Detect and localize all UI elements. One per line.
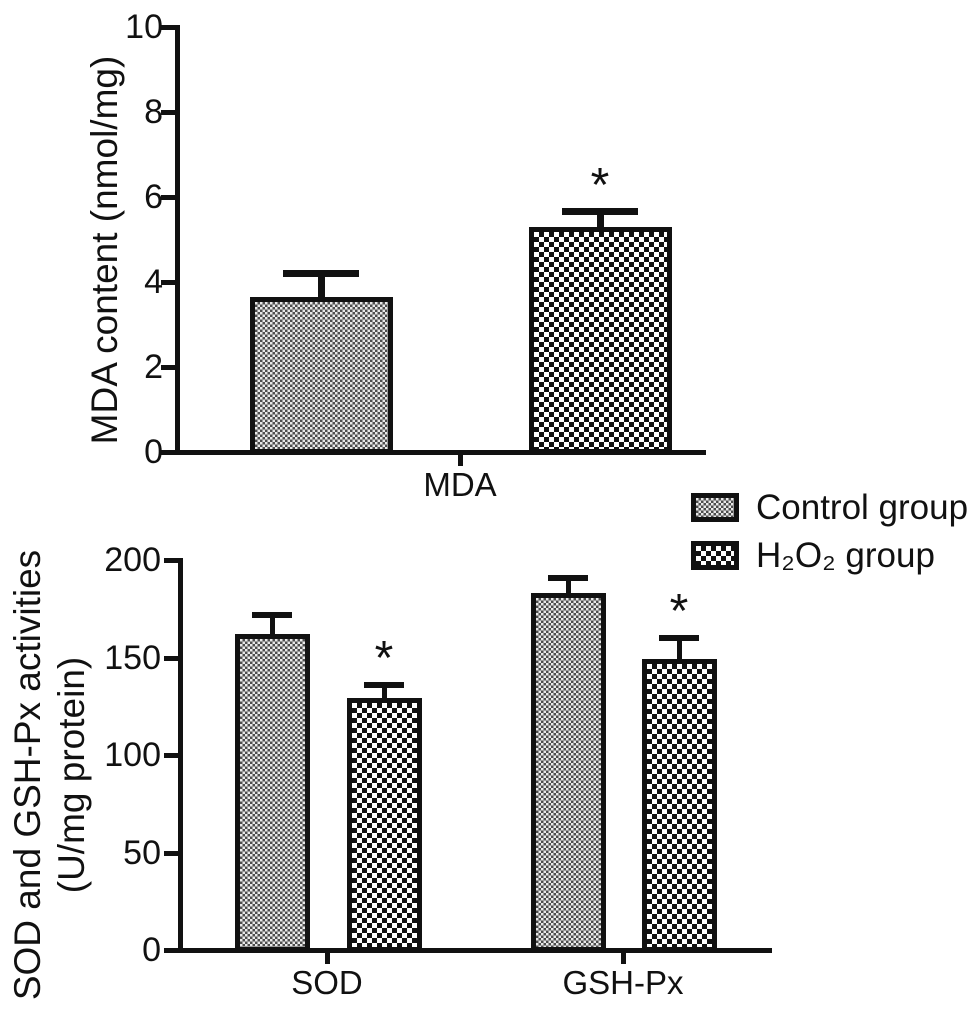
y-axis-tick xyxy=(164,655,178,661)
y-axis-tick xyxy=(161,280,175,285)
significance-asterisk: * xyxy=(374,631,394,685)
y-tick-label: 6 xyxy=(144,178,163,216)
y-axis-tick xyxy=(161,450,175,455)
x-axis-tick xyxy=(325,952,330,964)
y-axis-tick xyxy=(161,195,175,200)
error-bar-cap xyxy=(283,270,359,277)
y-axis-tick xyxy=(164,558,178,563)
legend-item-h2o2: H₂O₂ group xyxy=(691,535,935,575)
y-axis-line xyxy=(178,558,183,952)
error-bar-cap xyxy=(659,635,699,641)
x-axis-tick xyxy=(458,454,463,466)
y-tick-label: 10 xyxy=(125,8,163,46)
y-tick-label: 0 xyxy=(144,433,163,471)
x-axis-line xyxy=(175,450,706,455)
error-bar-stem xyxy=(676,638,682,660)
y-tick-label: 200 xyxy=(104,541,161,579)
y-tick-label: 0 xyxy=(142,931,161,969)
y-axis-tick xyxy=(161,110,175,115)
error-bar-stem xyxy=(269,614,275,635)
bar-control-mda xyxy=(249,296,393,454)
y-axis-line xyxy=(175,25,180,454)
bar-h2o2-gsh-px xyxy=(641,659,717,952)
y-tick-label: 100 xyxy=(104,736,161,774)
y-axis-tick xyxy=(164,948,178,953)
y-tick-label: 2 xyxy=(144,348,163,386)
error-bar-cap xyxy=(364,681,404,688)
bar-h2o2-mda xyxy=(528,226,672,454)
y-tick-label: 50 xyxy=(123,833,161,872)
bar-control-sod xyxy=(234,634,310,952)
error-bar-cap xyxy=(562,208,638,216)
y-axis-tick xyxy=(164,753,178,758)
significance-asterisk: * xyxy=(590,158,610,212)
error-bar-cap xyxy=(548,574,588,581)
y-axis-tick xyxy=(161,25,175,30)
legend-label-h2o2: H₂O₂ group xyxy=(756,535,935,575)
error-bar-stem xyxy=(317,273,325,297)
significance-asterisk: * xyxy=(669,585,689,638)
y-tick-label: 4 xyxy=(144,263,163,301)
legend-item-control: Control group xyxy=(691,487,969,527)
error-bar-stem xyxy=(565,577,571,594)
y-axis-tick xyxy=(164,850,178,856)
bar-h2o2-sod xyxy=(346,698,422,952)
error-bar-stem xyxy=(596,211,604,227)
legend-swatch-h2o2-pattern-icon xyxy=(691,540,739,570)
y-tick-label: 8 xyxy=(144,93,163,131)
error-bar-cap xyxy=(252,611,292,618)
x-category-label: GSH-Px xyxy=(562,964,684,1001)
bar-control-gsh-px xyxy=(530,593,606,952)
y-tick-label: 150 xyxy=(104,638,161,677)
legend-swatch-control-pattern-icon xyxy=(691,492,739,522)
x-category-label: MDA xyxy=(423,466,497,503)
legend-label-control: Control group xyxy=(756,487,969,527)
error-bar-stem xyxy=(381,684,387,699)
x-axis-line xyxy=(178,948,772,953)
x-category-label: SOD xyxy=(291,964,363,1001)
x-axis-tick xyxy=(621,952,626,964)
y-axis-tick xyxy=(161,365,175,370)
